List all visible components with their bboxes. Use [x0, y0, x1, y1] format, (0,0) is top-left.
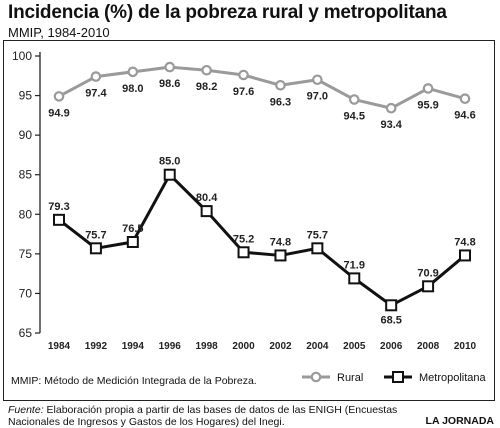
- data-label-rural: 94.6: [454, 110, 475, 122]
- data-point-rural: [90, 71, 102, 82]
- publisher-logo: LA JORNADA: [425, 415, 494, 427]
- data-point-rural: [201, 64, 212, 76]
- data-point-rural: [348, 94, 360, 105]
- data-point-rural: [238, 69, 249, 81]
- source-note: Fuente: Elaboración propia a partir de l…: [8, 404, 408, 428]
- abbreviation-note: MMIP: Método de Medición Integrada de la…: [11, 375, 257, 387]
- data-label-rural: 97.4: [85, 88, 107, 100]
- data-label-metropolitana: 70.9: [417, 267, 438, 279]
- data-label-rural: 98.6: [159, 78, 180, 90]
- data-point-rural: [459, 93, 471, 105]
- data-point-metropolitana: [200, 205, 213, 218]
- x-tick-label: 1984: [48, 341, 71, 352]
- data-point-rural: [275, 79, 286, 91]
- data-point-rural: [164, 61, 176, 73]
- x-tick-label: 2000: [232, 341, 255, 352]
- legend: Rural Metropolitana: [302, 371, 487, 384]
- data-point-rural: [127, 66, 139, 78]
- x-tick-label: 1996: [159, 341, 182, 352]
- x-tick-label: 2004: [306, 341, 329, 352]
- chart-subtitle: MMIP, 1984-2010: [8, 25, 110, 40]
- y-tick-label: 90: [19, 128, 33, 142]
- data-label-metropolitana: 74.8: [454, 236, 475, 248]
- data-label-rural: 93.4: [380, 119, 402, 131]
- data-label-rural: 98.2: [196, 81, 217, 93]
- legend-marker-metropolitana: [392, 371, 404, 383]
- data-label-metropolitana: 80.4: [196, 192, 218, 204]
- data-point-metropolitana: [311, 242, 324, 255]
- x-tick-label: 1994: [122, 341, 145, 352]
- data-label-metropolitana: 71.9: [344, 259, 365, 271]
- y-tick-label: 85: [19, 168, 33, 182]
- data-point-metropolitana: [163, 168, 176, 181]
- data-point-metropolitana: [422, 280, 435, 293]
- x-tick-label: 1992: [85, 341, 108, 352]
- legend-label-rural: Rural: [337, 372, 363, 384]
- source-label: Fuente:: [8, 404, 44, 416]
- data-point-metropolitana: [274, 249, 287, 262]
- x-tick-label: 2008: [417, 341, 440, 352]
- data-label-metropolitana: 79.3: [48, 201, 69, 213]
- series-line-rural: [58, 65, 466, 110]
- data-label-rural: 98.0: [122, 83, 143, 95]
- data-label-rural: 94.5: [344, 111, 365, 123]
- data-label-metropolitana: 74.8: [270, 236, 291, 248]
- source-text: Elaboración propia a partir de las bases…: [8, 404, 398, 428]
- legend-marker-rural: [310, 371, 322, 383]
- chart-title: Incidencia (%) de la pobreza rural y met…: [8, 2, 447, 23]
- data-point-rural: [53, 91, 65, 102]
- chart-frame: [3, 40, 495, 401]
- data-label-rural: 96.3: [270, 96, 291, 108]
- data-label-rural: 97.6: [233, 86, 254, 98]
- data-point-metropolitana: [348, 272, 361, 285]
- data-point-rural: [312, 74, 323, 86]
- series-line-metropolitana: [58, 173, 466, 307]
- data-point-metropolitana: [237, 246, 250, 259]
- data-label-metropolitana: 85.0: [159, 156, 180, 168]
- y-tick-label: 75: [19, 247, 33, 261]
- data-label-rural: 95.9: [417, 99, 438, 111]
- data-label-metropolitana: 75.7: [85, 229, 106, 241]
- data-point-metropolitana: [126, 235, 139, 248]
- data-point-metropolitana: [459, 249, 471, 262]
- y-tick-label: 70: [19, 286, 33, 300]
- y-tick-label: 80: [19, 207, 33, 221]
- data-label-metropolitana: 75.7: [307, 229, 328, 241]
- data-point-metropolitana: [385, 299, 398, 312]
- data-label-rural: 97.0: [307, 91, 328, 103]
- data-point-rural: [422, 83, 434, 94]
- data-label-rural: 94.9: [48, 107, 69, 119]
- x-tick-label: 2010: [454, 341, 477, 352]
- x-tick-label: 2006: [380, 341, 403, 352]
- x-tick-label: 1998: [196, 341, 219, 352]
- x-tick-label: 2005: [343, 341, 366, 352]
- y-tick-label: 100: [12, 49, 32, 63]
- x-tick-label: 2002: [269, 341, 292, 352]
- data-point-rural: [385, 102, 397, 114]
- y-tick-label: 95: [19, 89, 33, 103]
- data-label-metropolitana: 75.2: [233, 233, 254, 245]
- data-point-metropolitana: [89, 242, 102, 255]
- data-point-metropolitana: [53, 213, 65, 226]
- data-label-metropolitana: 76.5: [122, 223, 143, 235]
- data-label-metropolitana: 68.5: [380, 314, 401, 326]
- legend-label-metropolitana: Metropolitana: [419, 372, 487, 384]
- y-tick-label: 65: [19, 326, 33, 340]
